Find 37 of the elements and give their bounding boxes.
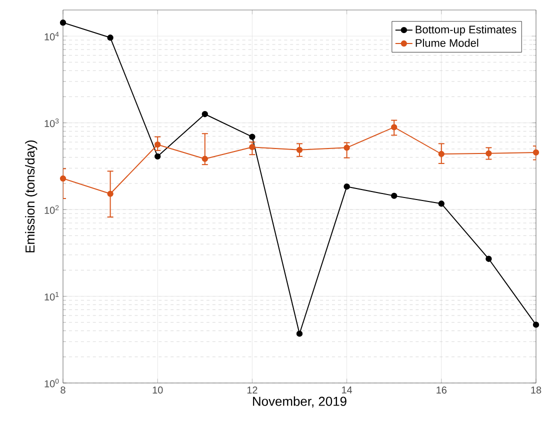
legend-label: Bottom-up Estimates [416,25,516,36]
y-axis-title: Emission (tons/day) [25,140,38,252]
point [344,144,350,151]
y-tick-label: 10$^{2}$ [44,205,59,214]
point [532,149,540,156]
point [532,322,540,328]
x-tick-label: 16 [436,386,447,394]
x-tick-label: 10 [152,386,163,394]
point [154,153,161,160]
point [296,146,303,154]
point [249,144,256,150]
point [391,192,398,199]
point [154,142,161,148]
y-tick-label: 10$^{1}$ [44,292,59,301]
point [107,190,114,197]
x-axis-title: November, 2019 [253,396,346,408]
x-tick-label: 12 [247,386,258,394]
y-tick-label: 10$^{3}$ [44,118,59,128]
point [438,200,444,207]
point [107,34,114,41]
point [249,134,256,140]
point [438,150,444,158]
point [202,156,208,162]
legend-label: Plume Model [416,38,478,47]
point [296,330,303,337]
point [486,256,492,262]
point [202,111,208,118]
y-tick-label: 10$^{0}$ [44,378,59,388]
point [60,20,66,26]
point [391,124,398,130]
point [486,150,492,156]
x-tick-label: 18 [531,386,542,394]
point [344,183,350,190]
x-tick-label: 14 [342,386,352,394]
x-tick-label: 8 [60,386,66,394]
point [60,175,66,182]
y-tick-label: 10$^{4}$ [44,32,59,40]
